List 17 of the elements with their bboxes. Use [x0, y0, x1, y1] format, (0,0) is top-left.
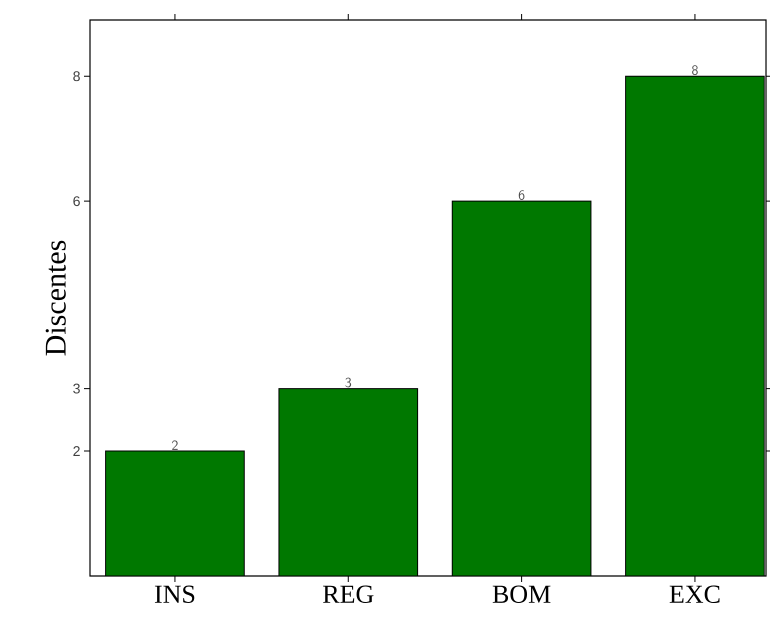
bar	[452, 201, 591, 576]
bar	[106, 451, 244, 576]
y-axis-title: Discentes	[46, 240, 66, 356]
x-tick-label: BOM	[492, 586, 550, 603]
y-tick-label: 8	[73, 71, 80, 82]
bar	[278, 388, 418, 576]
data-label: 2	[172, 440, 178, 450]
x-tick-label: INS	[154, 586, 194, 603]
bar	[625, 76, 765, 576]
y-tick-label: 6	[73, 196, 80, 206]
y-tick-label: 2	[73, 446, 80, 456]
x-tick-label: REG	[323, 586, 374, 603]
data-label: 6	[518, 190, 524, 200]
data-label: 3	[345, 378, 352, 388]
x-tick-label: EXC	[670, 586, 720, 603]
data-label: 8	[692, 65, 698, 76]
y-tick-label: 3	[73, 384, 80, 394]
